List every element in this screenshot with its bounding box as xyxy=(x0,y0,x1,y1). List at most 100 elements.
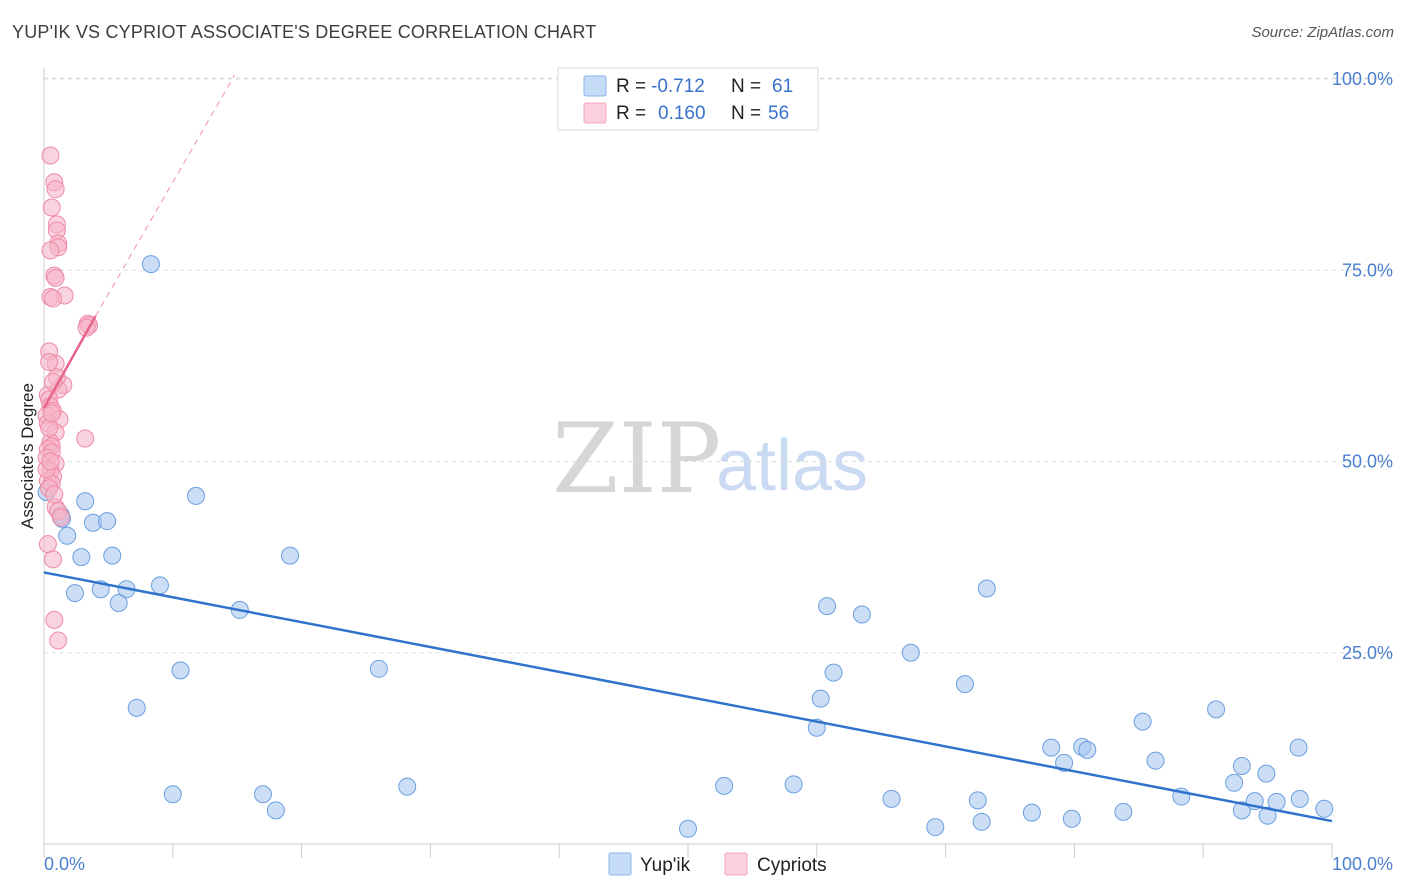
yupik-point-31 xyxy=(955,675,974,694)
x-tick-label-min: 0.0% xyxy=(44,854,85,874)
cypriots-point-0 xyxy=(41,146,60,165)
yupik-point-27 xyxy=(977,579,996,598)
yupik-point-40 xyxy=(1022,803,1041,822)
yupik-point-55 xyxy=(1257,764,1276,783)
legend-swatch-cypriots xyxy=(583,102,607,124)
yupik-point-33 xyxy=(715,776,734,795)
cypriots-point-42 xyxy=(51,508,70,527)
yupik-point-23 xyxy=(266,801,285,820)
yupik-point-50 xyxy=(1207,700,1226,719)
yupik-point-41 xyxy=(1042,738,1061,757)
grid-lines xyxy=(44,77,1392,654)
cypriots-point-8 xyxy=(41,241,60,260)
legend-r-value-cypriots: 0.160 xyxy=(658,103,706,124)
legend-r-value-yupik: -0.712 xyxy=(651,76,705,97)
yupik-point-19 xyxy=(369,659,388,678)
yupik-point-57 xyxy=(1267,792,1286,811)
cypriots-point-53 xyxy=(40,353,59,372)
y-axis-label: Associate's Degree xyxy=(18,383,37,529)
legend-n-value-cypriots: 56 xyxy=(768,103,789,124)
legend-r-label-yupik: R = xyxy=(616,76,646,97)
yupik-point-45 xyxy=(1062,809,1081,828)
yupik-point-25 xyxy=(818,597,837,616)
yupik-point-12 xyxy=(65,584,84,603)
yupik-point-22 xyxy=(253,785,272,804)
trend-lines xyxy=(42,74,1333,823)
cypriots-point-2 xyxy=(46,180,65,199)
yupik-point-26 xyxy=(852,605,871,624)
yupik-point-0 xyxy=(141,255,160,274)
yupik-point-10 xyxy=(281,546,300,565)
legend-swatch-yupik xyxy=(583,75,607,97)
yupik-point-44 xyxy=(1055,753,1074,772)
cypriots-point-43 xyxy=(38,535,57,554)
yupik-point-28 xyxy=(901,643,920,662)
yupik-point-15 xyxy=(150,576,169,595)
yupik-point-30 xyxy=(811,689,830,708)
cypriots-point-13 xyxy=(44,289,63,308)
cypriots-point-29 xyxy=(76,429,95,448)
legend-n-label-yupik: N = xyxy=(731,76,761,97)
yupik-point-6 xyxy=(98,512,117,531)
cypriots-point-10 xyxy=(46,268,65,287)
yupik-point-52 xyxy=(1232,756,1251,775)
bottom-legend-swatch-cypriots xyxy=(724,852,748,876)
legend-box: R = -0.712 N = 61 R = 0.160 N = 56 xyxy=(557,67,819,131)
cypriots-point-46 xyxy=(49,631,68,650)
yupik-point-24 xyxy=(398,777,417,796)
x-tick-label-max: 100.0% xyxy=(1332,854,1393,874)
yupik-point-34 xyxy=(784,775,803,794)
y-tick-label-75: 75.0% xyxy=(1342,260,1393,280)
bottom-legend-label-yupik: Yup'ik xyxy=(640,855,691,876)
legend-n-value-yupik: 61 xyxy=(772,76,793,97)
yupik-point-53 xyxy=(1232,801,1251,820)
yupik-point-20 xyxy=(127,698,146,717)
yupik-point-56 xyxy=(1258,806,1277,825)
yupik-point-9 xyxy=(103,546,122,565)
bottom-legend-label-cypriots: Cypriots xyxy=(757,855,827,876)
y-tick-label-25: 25.0% xyxy=(1342,643,1393,663)
x-ticks xyxy=(43,844,1333,858)
cypriots-point-55 xyxy=(41,452,60,471)
chart-title: YUP'IK VS CYPRIOT ASSOCIATE'S DEGREE COR… xyxy=(12,22,597,42)
yupik-point-8 xyxy=(72,548,91,567)
yupik-point-43 xyxy=(1078,740,1097,759)
yupik-point-16 xyxy=(109,594,128,613)
yupik-point-58 xyxy=(1289,738,1308,757)
series-yupik xyxy=(37,255,1334,838)
yupik-point-51 xyxy=(1225,773,1244,792)
bottom-legend-swatch-yupik xyxy=(608,852,632,876)
series-cypriots xyxy=(37,146,99,650)
yupik-point-7 xyxy=(58,526,77,545)
yupik-point-1 xyxy=(186,486,205,505)
bottom-legend: Yup'ik Cypriots xyxy=(608,852,827,876)
yupik-point-2 xyxy=(76,492,95,511)
legend-r-label-cypriots: R = xyxy=(616,103,646,124)
yupik-trend-line xyxy=(43,571,1333,823)
yupik-point-59 xyxy=(1290,789,1309,808)
y-tick-labels: 25.0% 50.0% 75.0% 100.0% xyxy=(1332,69,1393,663)
yupik-point-39 xyxy=(679,819,697,838)
yupik-point-47 xyxy=(1133,712,1152,731)
yupik-point-35 xyxy=(882,789,901,808)
cypriots-trend-line xyxy=(42,315,97,409)
cypriots-point-50 xyxy=(42,404,61,423)
cypriots-trend-extension xyxy=(95,74,236,317)
yupik-point-38 xyxy=(972,812,991,831)
yupik-point-29 xyxy=(824,663,843,682)
y-tick-label-100: 100.0% xyxy=(1332,69,1393,89)
yupik-point-36 xyxy=(926,818,945,837)
legend-n-label-cypriots: N = xyxy=(731,103,761,124)
cypriots-point-3 xyxy=(42,198,61,217)
y-tick-label-50: 50.0% xyxy=(1342,452,1393,472)
cypriots-point-45 xyxy=(45,610,64,629)
cypriots-point-44 xyxy=(44,550,63,569)
yupik-point-46 xyxy=(1114,802,1133,821)
source-label: Source: ZipAtlas.com xyxy=(1251,24,1394,41)
cypriots-point-48 xyxy=(45,485,64,504)
yupik-point-48 xyxy=(1146,751,1165,770)
watermark-zip: ZIP xyxy=(552,403,721,515)
watermark-atlas: atlas xyxy=(716,426,868,506)
yupik-point-21 xyxy=(163,785,182,804)
